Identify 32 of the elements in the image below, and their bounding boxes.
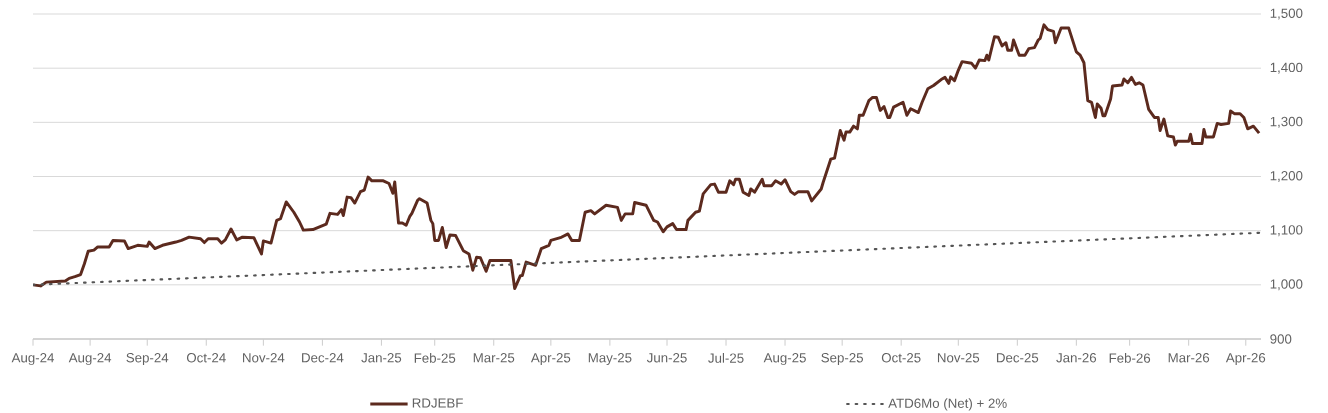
x-tick-label: May-25 [588,353,632,366]
legend-label: RDJEBF [412,398,463,408]
x-tick-label: Sep-24 [126,353,169,366]
x-tick-label: Sep-25 [821,353,864,366]
x-tick-label: Feb-26 [1109,353,1151,363]
x-tick-label: Apr-25 [530,353,571,366]
x-tick-label: Oct-24 [186,353,226,363]
x-tick-label: Apr-26 [1225,353,1266,366]
y-tick-label: 1,100 [1270,225,1303,237]
x-tick-label: Dec-24 [302,353,344,363]
x-tick-label: Aug-25 [763,353,806,366]
y-tick-label: 900 [1270,334,1292,344]
x-tick-label: Oct-25 [881,353,921,363]
x-tick-label: Aug-24 [11,353,55,366]
x-tick-label: Jan-26 [1056,353,1097,363]
y-tick-label: 1,400 [1270,62,1303,74]
y-tick-label: 1,200 [1270,171,1303,182]
x-tick-label: Feb-25 [414,353,456,363]
x-tick-label: Nov-24 [243,353,285,363]
legend-label: ATD6Mo (Net) + 2% [888,398,1007,411]
y-tick-label: 1,300 [1270,116,1303,128]
x-tick-label: Aug-24 [68,353,112,366]
x-tick-label: Mar-26 [1168,353,1210,363]
y-tick-label: 1,500 [1270,8,1303,20]
x-tick-label: Jan-25 [361,353,402,363]
x-tick-label: Jun-25 [646,353,687,363]
x-tick-label: Nov-25 [937,353,980,363]
line-series [33,23,1261,291]
x-tick-label: Jul-25 [708,353,744,363]
x-tick-label: Mar-25 [473,353,515,363]
y-tick-label: 1,000 [1270,279,1303,291]
x-tick-label: Dec-25 [996,353,1039,363]
